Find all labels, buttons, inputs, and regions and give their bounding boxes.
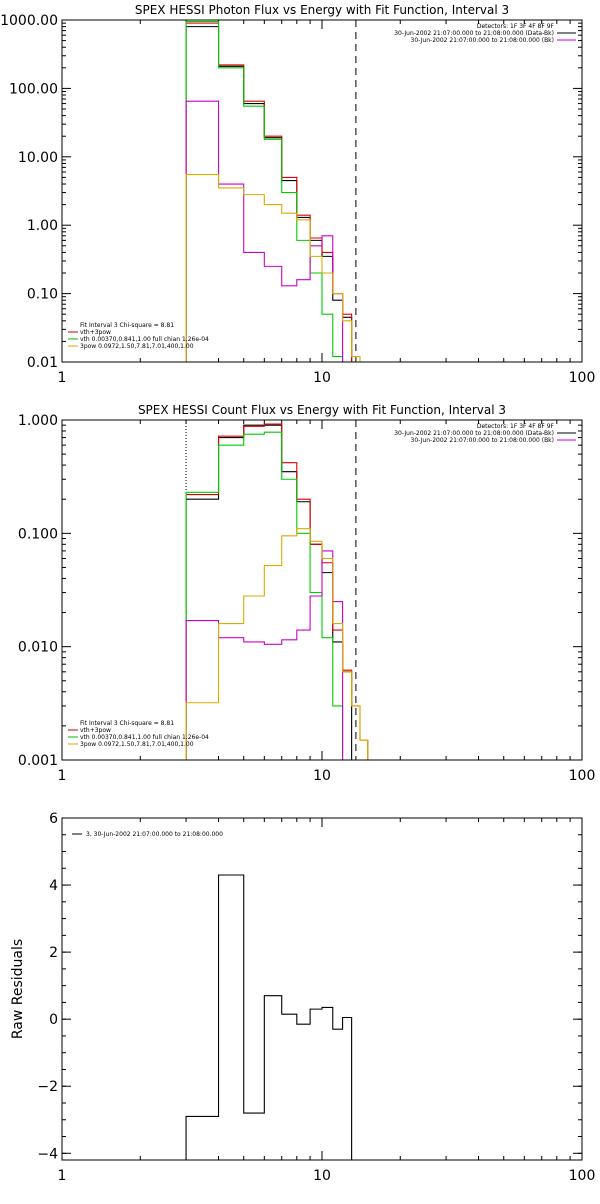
series-line-5 <box>185 528 369 760</box>
header-line: 30-Jun-2002 21:07:00.000 to 21:08:00.000… <box>394 430 554 437</box>
chart-title: SPEX HESSI Photon Flux vs Energy with Fi… <box>135 3 509 17</box>
fit-info-line: Fit Interval 3 Chi-square = 8.81 <box>80 322 174 329</box>
chart-title: SPEX HESSI Count Flux vs Energy with Fit… <box>138 403 506 417</box>
y-tick-label: 0 <box>49 1012 58 1028</box>
x-tick-label: 100 <box>569 1168 596 1184</box>
plot-frame <box>61 817 583 1161</box>
y-tick-label: 0.100 <box>18 526 58 542</box>
x-tick-label: 100 <box>569 370 596 386</box>
series-line-1 <box>185 874 353 1160</box>
series-line-1 <box>185 424 353 760</box>
fit-info-line: vth 0.00370,0.841,1.00 full chian 1.26e-… <box>80 734 209 741</box>
x-tick-label: 10 <box>313 768 331 784</box>
data-layer <box>185 874 353 1160</box>
y-tick-label: 6 <box>49 811 58 827</box>
series-line-5 <box>185 174 361 362</box>
chart-panel-3: 1 10 100 −4 −2 0 2 4 6 Raw Residuals 3, 30-Jun-200… <box>10 811 596 1184</box>
chart-panel-1: SPEX HESSI Photon Flux vs Energy with Fi… <box>0 3 596 386</box>
series-line-2 <box>185 22 361 362</box>
fit-info-line: vth+3pow <box>80 727 111 734</box>
data-layer <box>185 420 369 760</box>
header-line: 30-Jun-2002 21:07:00.000 to 21:08:00.000… <box>411 437 554 444</box>
x-tick-label: 100 <box>569 768 596 784</box>
series-line-3 <box>185 431 344 760</box>
fit-info-line: Fit Interval 3 Chi-square = 8.81 <box>80 720 174 727</box>
fit-info-line: 3pow 0.0972,1.50,7.81,7.01,400,1.00 <box>80 343 194 350</box>
y-tick-label: 4 <box>49 878 58 894</box>
x-tick-label: 1 <box>58 768 67 784</box>
x-tick-label: 1 <box>58 1168 67 1184</box>
series-line-4 <box>185 100 344 362</box>
y-tick-label: −4 <box>37 1146 58 1162</box>
plot-frame <box>61 19 583 363</box>
legend-text: 3, 30-Jun-2002 21:07:00.000 to 21:08:00.… <box>86 831 223 838</box>
y-tick-label: 0.10 <box>27 287 58 303</box>
header-line: 30-Jun-2002 21:07:00.000 to 21:08:00.000… <box>394 30 554 37</box>
fit-info-line: 3pow 0.0972,1.50,7.81,7.01,400,1.00 <box>80 741 194 748</box>
y-axis-label: Raw Residuals <box>10 939 26 1039</box>
series-line-3 <box>185 20 344 362</box>
y-tick-label: 100.00 <box>9 81 58 97</box>
y-tick-label: 1000.00 <box>0 13 58 29</box>
y-tick-label: 1.000 <box>18 413 58 429</box>
series-line-1 <box>185 26 353 362</box>
x-tick-label: 10 <box>313 1168 331 1184</box>
data-layer <box>185 20 361 362</box>
y-tick-label: 10.00 <box>18 150 58 166</box>
x-tick-label: 10 <box>313 370 331 386</box>
fit-info-line: vth 0.00370,0.841,1.00 full chian 1.26e-… <box>80 336 209 343</box>
y-tick-label: 0.01 <box>27 355 58 371</box>
y-tick-label: 2 <box>49 945 58 961</box>
header-line: Detectors: 1F 3F 4F 8F 9F <box>477 23 555 30</box>
y-tick-label: −2 <box>37 1079 58 1095</box>
header-line: 30-Jun-2002 21:07:00.000 to 21:08:00.000… <box>411 37 554 44</box>
series-line-4 <box>185 550 344 760</box>
fit-info-line: vth+3pow <box>80 329 111 336</box>
y-tick-label: 1.00 <box>27 218 58 234</box>
series-line-2 <box>185 423 369 760</box>
y-tick-label: 0.010 <box>18 640 58 656</box>
chart-panel-2: SPEX HESSI Count Flux vs Energy with Fit… <box>18 403 596 784</box>
y-tick-label: 0.001 <box>18 753 58 769</box>
header-line: Detectors: 1F 3F 4F 8F 9F <box>477 423 555 430</box>
x-tick-label: 1 <box>58 370 67 386</box>
plot-frame <box>61 419 583 761</box>
